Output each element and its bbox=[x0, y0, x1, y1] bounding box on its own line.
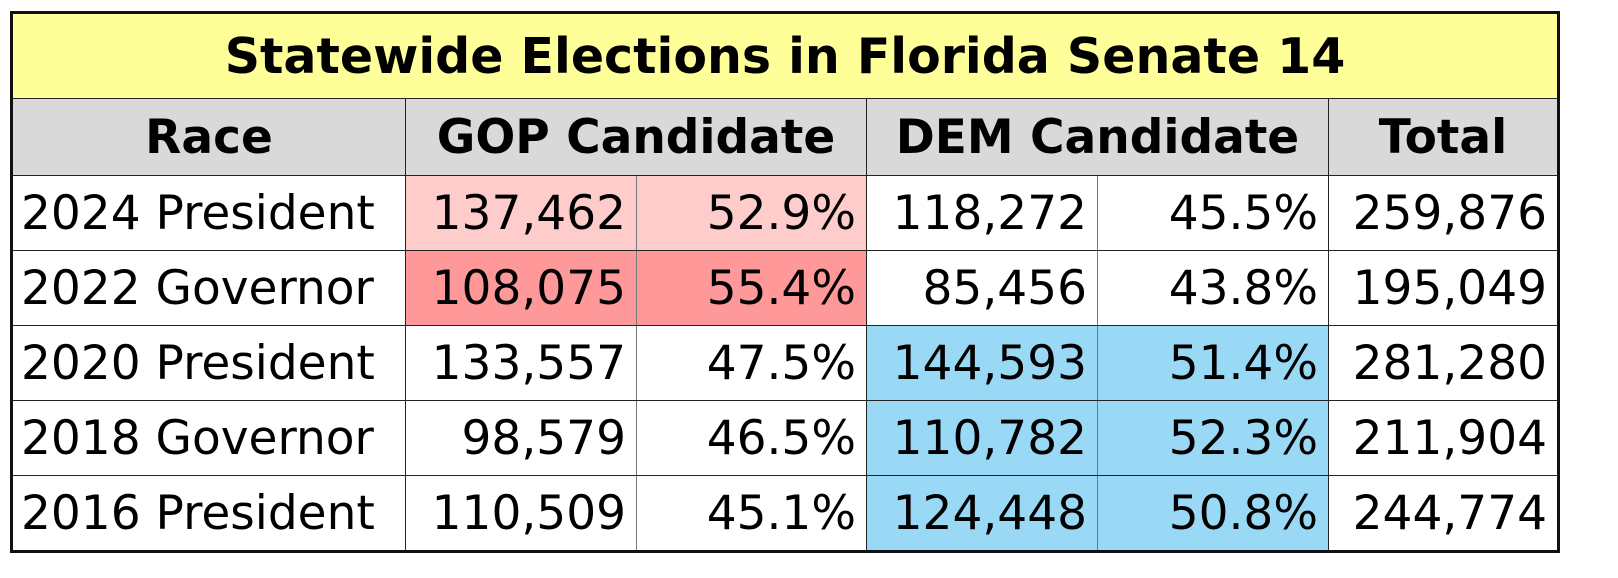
race-cell: 2016 President bbox=[11, 475, 406, 552]
gop-pct-cell: 45.1% bbox=[636, 475, 867, 552]
gop-pct-cell: 46.5% bbox=[636, 400, 867, 476]
race-cell: 2020 President bbox=[11, 325, 406, 401]
gop-pct-cell: 47.5% bbox=[636, 325, 867, 401]
total-cell: 195,049 bbox=[1328, 250, 1559, 326]
elections-table: Statewide Elections in Florida Senate 14… bbox=[10, 11, 1560, 553]
table-title: Statewide Elections in Florida Senate 14 bbox=[11, 12, 1559, 99]
dem-votes-cell: 85,456 bbox=[866, 250, 1098, 326]
gop-votes-cell: 137,462 bbox=[405, 175, 637, 251]
dem-pct-cell: 50.8% bbox=[1097, 475, 1329, 552]
table-row: 2022 Governor 108,075 55.4% 85,456 43.8%… bbox=[11, 250, 1559, 326]
dem-votes-cell: 124,448 bbox=[866, 475, 1098, 552]
race-cell: 2018 Governor bbox=[11, 400, 406, 476]
header-race: Race bbox=[11, 98, 406, 176]
race-cell: 2024 President bbox=[11, 175, 406, 251]
gop-votes-cell: 108,075 bbox=[405, 250, 637, 326]
header-total: Total bbox=[1328, 98, 1559, 176]
table-row: 2020 President 133,557 47.5% 144,593 51.… bbox=[11, 325, 1559, 401]
total-cell: 281,280 bbox=[1328, 325, 1559, 401]
total-cell: 244,774 bbox=[1328, 475, 1559, 552]
table-row: 2024 President 137,462 52.9% 118,272 45.… bbox=[11, 175, 1559, 251]
dem-pct-cell: 43.8% bbox=[1097, 250, 1329, 326]
table-row: 2018 Governor 98,579 46.5% 110,782 52.3%… bbox=[11, 400, 1559, 476]
gop-pct-cell: 52.9% bbox=[636, 175, 867, 251]
dem-pct-cell: 45.5% bbox=[1097, 175, 1329, 251]
dem-pct-cell: 51.4% bbox=[1097, 325, 1329, 401]
gop-votes-cell: 133,557 bbox=[405, 325, 637, 401]
header-gop-candidate: GOP Candidate bbox=[405, 98, 867, 176]
total-cell: 259,876 bbox=[1328, 175, 1559, 251]
dem-pct-cell: 52.3% bbox=[1097, 400, 1329, 476]
gop-votes-cell: 110,509 bbox=[405, 475, 637, 552]
total-cell: 211,904 bbox=[1328, 400, 1559, 476]
race-cell: 2022 Governor bbox=[11, 250, 406, 326]
table-row: 2016 President 110,509 45.1% 124,448 50.… bbox=[11, 475, 1559, 552]
dem-votes-cell: 110,782 bbox=[866, 400, 1098, 476]
dem-votes-cell: 144,593 bbox=[866, 325, 1098, 401]
gop-pct-cell: 55.4% bbox=[636, 250, 867, 326]
dem-votes-cell: 118,272 bbox=[866, 175, 1098, 251]
gop-votes-cell: 98,579 bbox=[405, 400, 637, 476]
header-dem-candidate: DEM Candidate bbox=[866, 98, 1329, 176]
